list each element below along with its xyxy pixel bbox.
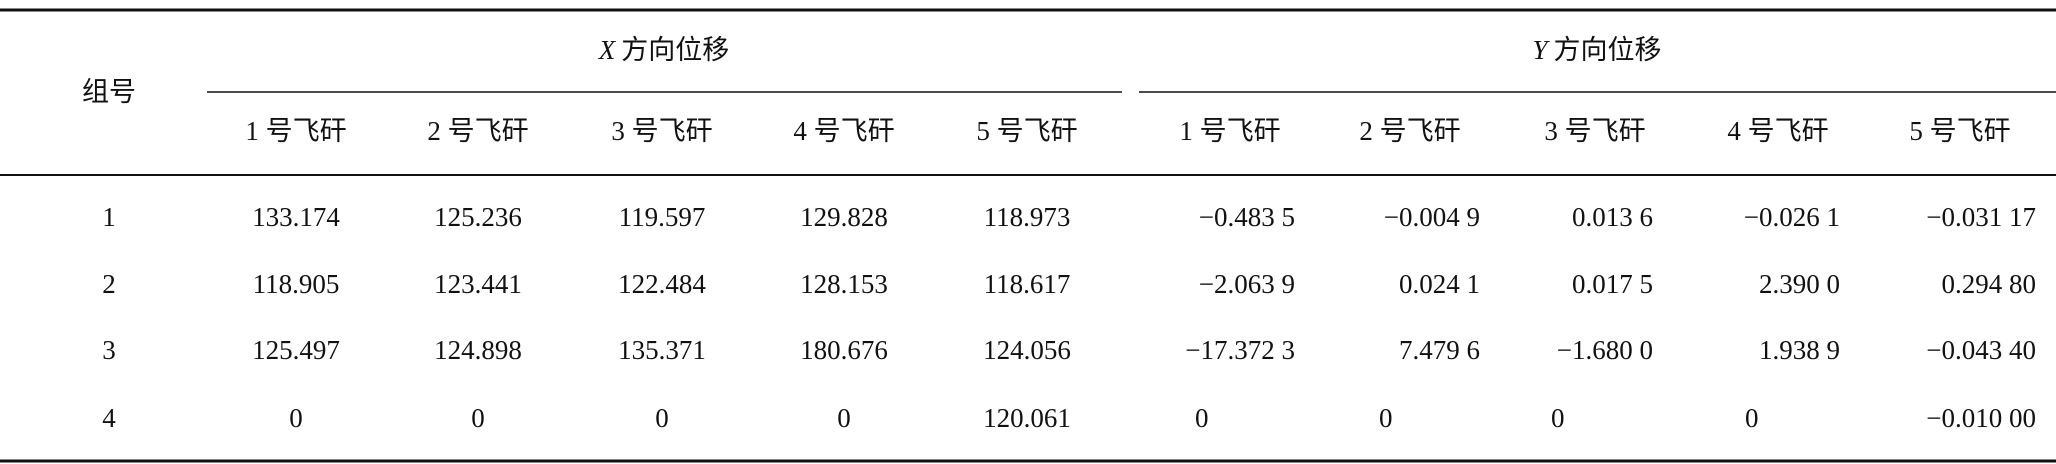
cell: −0.004 9 [1384,202,1480,232]
cell: 118.617 [984,269,1071,299]
cell: −0.031 17 [1926,202,2036,232]
cell: 133.174 [252,202,340,232]
column-header: 1 号飞矸 [245,116,346,146]
group-label: 方向位移 [621,35,729,65]
column-header: 5 号飞矸 [976,116,1077,146]
column-header: 3 号飞矸 [1544,116,1645,146]
cell: 0 [1195,403,1209,433]
group-header: X 方向位移 [598,35,730,65]
cell: 0 [837,403,851,433]
cell: 129.828 [800,202,888,232]
cell: −0.026 1 [1744,202,1840,232]
group-label: 方向位移 [1554,35,1662,65]
cell: 122.484 [618,269,706,299]
cell: 0 [1379,403,1393,433]
column-header: 2 号飞矸 [1359,116,1460,146]
cell: −1.680 0 [1557,335,1653,365]
cell: 0 [471,403,485,433]
cell: 2.390 0 [1759,269,1840,299]
row-label: 2 [102,269,116,299]
cell: 0.024 1 [1399,269,1480,299]
axis-variable: Y [1532,35,1550,65]
cell: 118.973 [984,202,1071,232]
cell: 128.153 [800,269,888,299]
row-label: 1 [102,202,116,232]
cell: −17.372 3 [1185,335,1295,365]
row-label: 4 [102,403,116,433]
column-header: 4 号飞矸 [793,116,894,146]
cell: 0.013 6 [1572,202,1653,232]
axis-variable: X [598,35,617,65]
cell: −0.043 40 [1926,335,2036,365]
cell: 0 [655,403,669,433]
cell: 1.938 9 [1759,335,1840,365]
cell: 118.905 [253,269,340,299]
cell: 7.479 6 [1399,335,1480,365]
cell: 124.056 [983,335,1071,365]
corner-header: 组号 [82,77,136,107]
row-label: 3 [102,335,116,365]
cell: 125.497 [252,335,340,365]
group-header: Y 方向位移 [1532,35,1661,65]
cell: 180.676 [800,335,888,365]
cell: 0 [1551,403,1565,433]
cell: 119.597 [619,202,706,232]
cell: 120.061 [983,403,1071,433]
column-header: 3 号飞矸 [611,116,712,146]
cell: 0.017 5 [1572,269,1653,299]
column-header: 5 号飞矸 [1909,116,2010,146]
column-header: 2 号飞矸 [427,116,528,146]
cell: 135.371 [618,335,706,365]
cell: 123.441 [434,269,522,299]
column-header: 4 号飞矸 [1727,116,1828,146]
cell: 125.236 [434,202,522,232]
cell: 0 [289,403,303,433]
cell: 124.898 [434,335,522,365]
cell: −0.483 5 [1199,202,1295,232]
cell: 0 [1745,403,1759,433]
cell: 0.294 80 [1942,269,2037,299]
column-header: 1 号飞矸 [1179,116,1280,146]
cell: −2.063 9 [1199,269,1295,299]
cell: −0.010 00 [1926,403,2036,433]
